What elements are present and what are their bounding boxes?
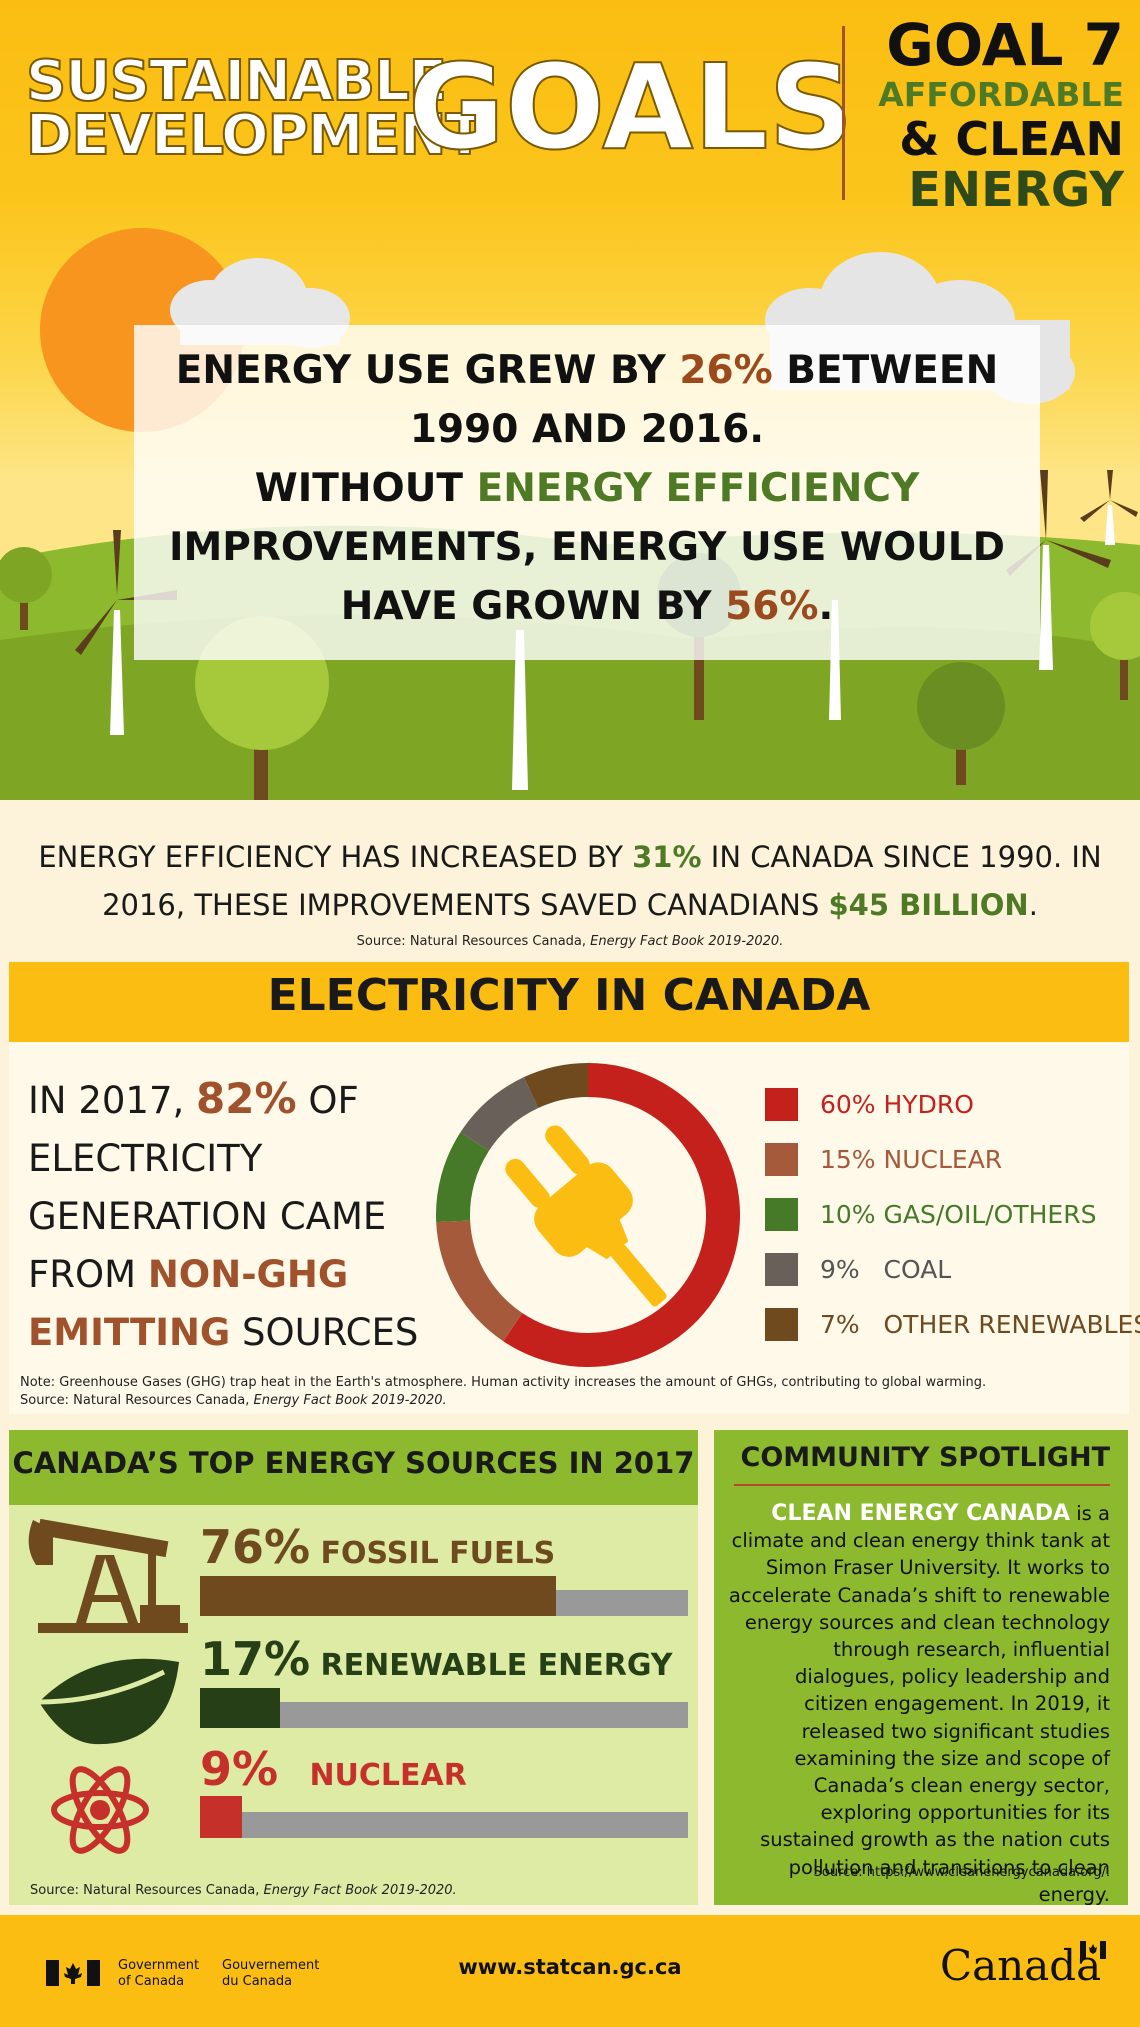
donut-slice-gas-oil-others (436, 1132, 490, 1223)
legend-item-nuclear: 15% NUCLEAR (765, 1142, 1002, 1176)
legend-swatch (765, 1252, 798, 1286)
energy-source-label-1: 76% FOSSIL FUELS (200, 1520, 555, 1574)
energy-bar-track (200, 1796, 688, 1838)
energy-source-pct: 76% (200, 1520, 311, 1574)
goals-word: GOALS (407, 38, 854, 176)
tree-icon (0, 547, 52, 630)
efficiency-line2: 2016, THESE IMPROVEMENTS SAVED CANADIANS… (102, 888, 1038, 922)
intro-line5: HAVE GROWN BY 56%. (340, 584, 834, 629)
legend-item-coal: 9% COAL (765, 1252, 951, 1286)
tree-icon (917, 662, 1005, 785)
community-body: CLEAN ENERGY CANADA is a climate and cle… (728, 1501, 1110, 1906)
electricity-donut-chart (436, 1063, 740, 1367)
energy-source-pct: 9% (200, 1742, 279, 1796)
legend-swatch (765, 1307, 798, 1341)
energy-source-pct: 17% (200, 1632, 311, 1686)
wordmark-flag-icon (1080, 1941, 1106, 1959)
gov-en: Government of Canada (118, 1958, 200, 1989)
donut-slice-nuclear (436, 1220, 523, 1342)
legend-swatch (765, 1142, 798, 1176)
legend-label: 60% HYDRO (820, 1089, 974, 1119)
electricity-note: Note: Greenhouse Gases (GHG) trap heat i… (20, 1375, 987, 1408)
efficiency-line1: ENERGY EFFICIENCY HAS INCREASED BY 31% I… (38, 840, 1102, 874)
intro-callout: ENERGY USE GREW BY 26% BETWEEN 1990 AND … (134, 325, 1040, 660)
community-divider (734, 1484, 1110, 1486)
goal-badge: GOAL 7 AFFORDABLE & CLEAN ENERGY (862, 14, 1124, 216)
energy-source-name: RENEWABLE ENERGY (310, 1648, 673, 1683)
electricity-statement: IN 2017, 82% OF ELECTRICITY GENERATION C… (28, 1074, 419, 1354)
top-sources-header-band (9, 1430, 698, 1505)
intro-line2: 1990 AND 2016. (409, 407, 765, 452)
intro-line1: ENERGY USE GREW BY 26% BETWEEN (175, 348, 999, 393)
energy-source-name: NUCLEAR (278, 1758, 467, 1793)
legend-swatch (765, 1087, 798, 1121)
energy-bar-track (200, 1688, 688, 1728)
legend-label: 10% GAS/OIL/OTHERS (820, 1199, 1097, 1229)
goal-number: GOAL 7 (886, 11, 1124, 79)
sdg-line2: DEVELOPMENT (25, 103, 485, 168)
intro-line4: IMPROVEMENTS, ENERGY USE WOULD (168, 525, 1005, 570)
canada-wordmark: Canada (940, 1941, 1102, 1990)
community-source: Source: https://www.cleanenergycanada.or… (813, 1865, 1110, 1880)
wind-turbine-icon (512, 630, 528, 790)
energy-bar-fill (200, 1796, 243, 1838)
canada-flag-icon (46, 1960, 100, 1986)
footer: Government of Canada Gouvernement du Canad… (0, 1915, 1140, 2027)
intro-line3: WITHOUT ENERGY EFFICIENCY (254, 466, 920, 511)
efficiency-statement: ENERGY EFFICIENCY HAS INCREASED BY 31% I… (0, 833, 1140, 953)
legend-item-gas-oil-others: 10% GAS/OIL/OTHERS (765, 1197, 1096, 1231)
goal-line4: ENERGY (908, 162, 1124, 218)
statcan-url[interactable]: www.statcan.gc.ca (458, 1955, 682, 1979)
energy-source-label-2: 17% RENEWABLE ENERGY (200, 1632, 673, 1686)
donut-slice-other-renewables (523, 1063, 588, 1109)
wind-turbine-icon (1080, 470, 1138, 545)
energy-source-label-3: 9% NUCLEAR (200, 1742, 467, 1796)
legend-label: 9% COAL (820, 1254, 952, 1284)
community-title: COMMUNITY SPOTLIGHT (740, 1442, 1110, 1473)
legend-label: 15% NUCLEAR (820, 1144, 1003, 1174)
legend-item-hydro: 60% HYDRO (765, 1087, 974, 1121)
sdg-line1: SUSTAINABLE (25, 49, 448, 114)
electric-plug-icon (505, 1125, 667, 1307)
energy-bar-track (200, 1576, 688, 1616)
goal-line2: AFFORDABLE (878, 75, 1124, 114)
energy-bar-fill (200, 1688, 280, 1728)
donut-slice-hydro (503, 1063, 740, 1367)
top-sources-title: CANADA’S TOP ENERGY SOURCES IN 2017 (12, 1446, 695, 1480)
header-divider (842, 26, 845, 200)
legend-label: 7% OTHER RENEWABLES (820, 1309, 1140, 1339)
electricity-title: ELECTRICITY IN CANADA (267, 970, 871, 1021)
goal-line3: & CLEAN (899, 112, 1124, 166)
energy-source-name: FOSSIL FUELS (310, 1536, 556, 1571)
legend-swatch (765, 1197, 798, 1231)
community-panel (714, 1430, 1128, 1905)
leaf-icon (38, 1658, 179, 1745)
energy-bar-fill (200, 1576, 557, 1616)
oil-pump-icon (28, 1518, 188, 1633)
legend-item-other-renewables: 7% OTHER RENEWABLES (765, 1307, 1140, 1341)
efficiency-source: Source: Natural Resources Canada, Energy… (356, 934, 784, 949)
tree-icon (1090, 592, 1140, 700)
donut-slice-coal (460, 1077, 539, 1151)
community-org-name: CLEAN ENERGY CANADA (771, 1501, 1071, 1526)
atom-icon (51, 1766, 149, 1854)
electricity-header-band (9, 962, 1129, 1042)
top-sources-source: Source: Natural Resources Canada, Energy… (30, 1883, 457, 1898)
gov-fr: Gouvernement du Canada (222, 1958, 320, 1989)
